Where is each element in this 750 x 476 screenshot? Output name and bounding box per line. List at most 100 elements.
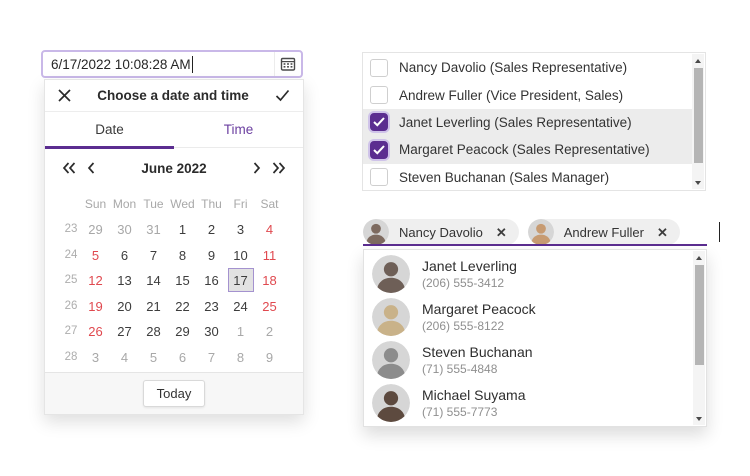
triangle-up-icon bbox=[696, 255, 702, 260]
calendar-day-cell[interactable]: 9 bbox=[265, 349, 274, 365]
checkbox-list-item[interactable]: Steven Buchanan (Sales Manager) bbox=[363, 164, 692, 191]
scrollbar-thumb[interactable] bbox=[693, 68, 703, 163]
calendar-day-cell[interactable]: 13 bbox=[117, 273, 132, 289]
checkbox-list-item[interactable]: Margaret Peacock (Sales Representative) bbox=[363, 136, 692, 164]
contact-option[interactable]: Steven Buchanan (71) 555-4848 bbox=[364, 338, 693, 381]
day-of-week-label: Wed bbox=[170, 196, 195, 211]
contact-phone: (206) 555-3412 bbox=[422, 275, 505, 290]
calendar-day-cell[interactable]: 1 bbox=[178, 222, 187, 238]
contact-option[interactable]: Janet Leverling (206) 555-3412 bbox=[364, 252, 693, 295]
contact-name: Janet Leverling bbox=[422, 257, 517, 274]
calendar-day-cell[interactable]: 5 bbox=[91, 247, 100, 263]
datetime-input[interactable]: 6/17/2022 10:08:28 AM bbox=[41, 50, 303, 78]
checkbox-list-scrollbar[interactable] bbox=[692, 54, 704, 189]
calendar-day-cell[interactable]: 29 bbox=[88, 222, 103, 238]
calendar-day-cell[interactable]: 8 bbox=[236, 349, 245, 365]
calendar-day-cell[interactable]: 5 bbox=[149, 349, 158, 365]
calendar-day-cell[interactable]: 17 bbox=[227, 268, 254, 293]
checkbox[interactable] bbox=[370, 58, 388, 77]
calendar-grid: Sun Mon Tue Wed Thu Fri Sat 23 29 30 31 1 2 3 4 24 5 6 7 8 9… bbox=[61, 191, 303, 370]
calendar-day-cell[interactable]: 19 bbox=[88, 298, 103, 314]
tab-date[interactable]: Date bbox=[45, 112, 174, 149]
day-of-week-label: Thu bbox=[201, 196, 222, 211]
calendar-day-cell[interactable]: 9 bbox=[207, 247, 216, 263]
calendar-day-cell[interactable]: 26 bbox=[88, 324, 103, 340]
multiselect-focus-underline bbox=[363, 244, 707, 246]
month-year-label[interactable]: June 2022 bbox=[141, 160, 207, 176]
calendar-day-cell[interactable]: 3 bbox=[91, 349, 100, 365]
checkbox-list-item[interactable]: Nancy Davolio (Sales Representative) bbox=[363, 54, 692, 81]
chip-remove-icon[interactable]: ✕ bbox=[656, 224, 668, 240]
calendar-day-cell[interactable]: 10 bbox=[233, 247, 248, 263]
chip-remove-icon[interactable]: ✕ bbox=[495, 224, 507, 240]
checkbox-list-item[interactable]: Andrew Fuller (Vice President, Sales) bbox=[363, 81, 692, 108]
calendar-day-cell[interactable]: 6 bbox=[120, 247, 129, 263]
next-year-button[interactable] bbox=[268, 161, 290, 175]
contact-option[interactable]: Michael Suyama (71) 555-7773 bbox=[364, 381, 693, 424]
scroll-down-button[interactable] bbox=[692, 176, 704, 189]
checkbox[interactable] bbox=[370, 140, 388, 159]
prev-year-button[interactable] bbox=[58, 161, 80, 175]
calendar-day-cell[interactable]: 24 bbox=[233, 298, 248, 314]
calendar-day-cell[interactable]: 23 bbox=[204, 298, 219, 314]
calendar-day-cell[interactable]: 3 bbox=[236, 222, 245, 238]
calendar-day-cell[interactable]: 7 bbox=[207, 349, 216, 365]
dropdown-scrollbar[interactable] bbox=[693, 251, 705, 425]
calendar-day-cell[interactable]: 4 bbox=[265, 222, 274, 238]
scroll-up-button[interactable] bbox=[692, 54, 704, 67]
scroll-up-button[interactable] bbox=[693, 251, 705, 264]
calendar-day-cell[interactable]: 12 bbox=[88, 273, 103, 289]
calendar-day-cell[interactable]: 1 bbox=[236, 324, 245, 340]
calendar-day-cell[interactable]: 29 bbox=[175, 324, 190, 340]
calendar-icon bbox=[280, 56, 296, 72]
calendar-day-cell[interactable]: 28 bbox=[146, 324, 161, 340]
calendar-day-cell[interactable]: 21 bbox=[146, 298, 161, 314]
calendar-day-cell[interactable]: 20 bbox=[117, 298, 132, 314]
calendar-day-cell[interactable]: 6 bbox=[178, 349, 187, 365]
calendar-day-cell[interactable]: 2 bbox=[265, 324, 274, 340]
next-month-button[interactable] bbox=[246, 161, 268, 175]
calendar-day-cell[interactable]: 30 bbox=[204, 324, 219, 340]
calendar-day-cell[interactable]: 15 bbox=[175, 273, 190, 289]
checkbox[interactable] bbox=[370, 168, 388, 187]
calendar-day-cell[interactable]: 31 bbox=[146, 222, 161, 238]
calendar-day-cell[interactable]: 30 bbox=[117, 222, 132, 238]
calendar-day-cell[interactable]: 11 bbox=[262, 247, 277, 263]
calendar-day-cell[interactable]: 4 bbox=[120, 349, 129, 365]
calendar-day-cell[interactable]: 14 bbox=[146, 273, 161, 289]
checkbox[interactable] bbox=[370, 86, 388, 105]
contact-name: Margaret Peacock bbox=[422, 300, 536, 317]
prev-month-button[interactable] bbox=[80, 161, 102, 175]
close-button[interactable] bbox=[58, 89, 71, 102]
scroll-down-button[interactable] bbox=[693, 412, 705, 425]
checkbox[interactable] bbox=[370, 113, 388, 132]
multiselect-chip-row[interactable]: Nancy Davolio ✕ Andrew Fuller ✕ bbox=[363, 219, 720, 245]
datetime-popup: Choose a date and time Date Time June 20… bbox=[44, 79, 304, 415]
calendar-day-cell[interactable]: 2 bbox=[207, 222, 216, 238]
checkbox-item-label: Steven Buchanan (Sales Manager) bbox=[399, 169, 610, 185]
selected-contact-chip[interactable]: Nancy Davolio ✕ bbox=[363, 219, 519, 245]
calendar-popup-button[interactable] bbox=[274, 52, 301, 76]
tab-time[interactable]: Time bbox=[174, 112, 303, 147]
calendar-day-cell[interactable]: 25 bbox=[262, 298, 277, 314]
calendar-day-cell[interactable]: 8 bbox=[178, 247, 187, 263]
selected-contact-chip[interactable]: Andrew Fuller ✕ bbox=[527, 219, 680, 245]
checkbox-item-label: Nancy Davolio (Sales Representative) bbox=[399, 60, 628, 76]
calendar-day-cell[interactable]: 22 bbox=[175, 298, 190, 314]
week-number: 24 bbox=[64, 248, 78, 261]
double-chevron-left-icon bbox=[62, 162, 76, 174]
contact-dropdown: Janet Leverling (206) 555-3412 Margaret … bbox=[363, 249, 707, 427]
chevron-right-icon bbox=[253, 162, 261, 174]
confirm-button[interactable] bbox=[275, 89, 290, 102]
calendar-day-cell[interactable]: 18 bbox=[262, 273, 277, 289]
contact-phone: (71) 555-4848 bbox=[422, 361, 498, 376]
calendar-day-cell[interactable]: 16 bbox=[204, 273, 219, 289]
scrollbar-thumb[interactable] bbox=[694, 265, 704, 365]
calendar-day-cell[interactable]: 7 bbox=[149, 247, 158, 263]
chip-label: Nancy Davolio bbox=[399, 224, 483, 240]
checkbox-list-item[interactable]: Janet Leverling (Sales Representative) bbox=[363, 108, 692, 137]
calendar-day-cell[interactable]: 27 bbox=[117, 324, 132, 340]
person-avatar bbox=[372, 254, 410, 293]
contact-option[interactable]: Margaret Peacock (206) 555-8122 bbox=[364, 295, 693, 338]
today-button[interactable]: Today bbox=[142, 380, 206, 407]
